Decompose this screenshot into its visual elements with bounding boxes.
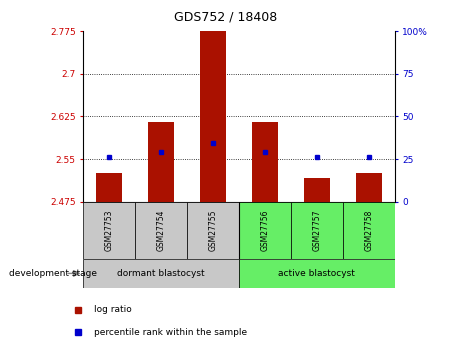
Text: GSM27755: GSM27755 [209, 209, 217, 251]
Text: log ratio: log ratio [94, 305, 132, 314]
Bar [97, 174, 122, 202]
Bar [239, 259, 395, 288]
Bar [83, 202, 135, 259]
Text: active blastocyst: active blastocyst [278, 269, 355, 278]
Text: dormant blastocyst: dormant blastocyst [117, 269, 205, 278]
Bar [200, 31, 226, 202]
Bar [291, 202, 343, 259]
Bar [304, 178, 330, 202]
Bar [356, 173, 382, 202]
Text: GSM27756: GSM27756 [261, 209, 269, 251]
Bar [239, 202, 291, 259]
Text: percentile rank within the sample: percentile rank within the sample [94, 327, 247, 337]
Bar [187, 202, 239, 259]
Text: GDS752 / 18408: GDS752 / 18408 [174, 10, 277, 23]
Bar [148, 122, 174, 202]
Text: GSM27754: GSM27754 [157, 209, 166, 251]
Bar [343, 202, 395, 259]
Text: GSM27758: GSM27758 [364, 210, 373, 251]
Text: GSM27753: GSM27753 [105, 209, 114, 251]
Bar [83, 259, 239, 288]
Bar [252, 122, 278, 202]
Text: GSM27757: GSM27757 [313, 209, 321, 251]
Bar [135, 202, 187, 259]
Text: development stage: development stage [9, 269, 97, 278]
